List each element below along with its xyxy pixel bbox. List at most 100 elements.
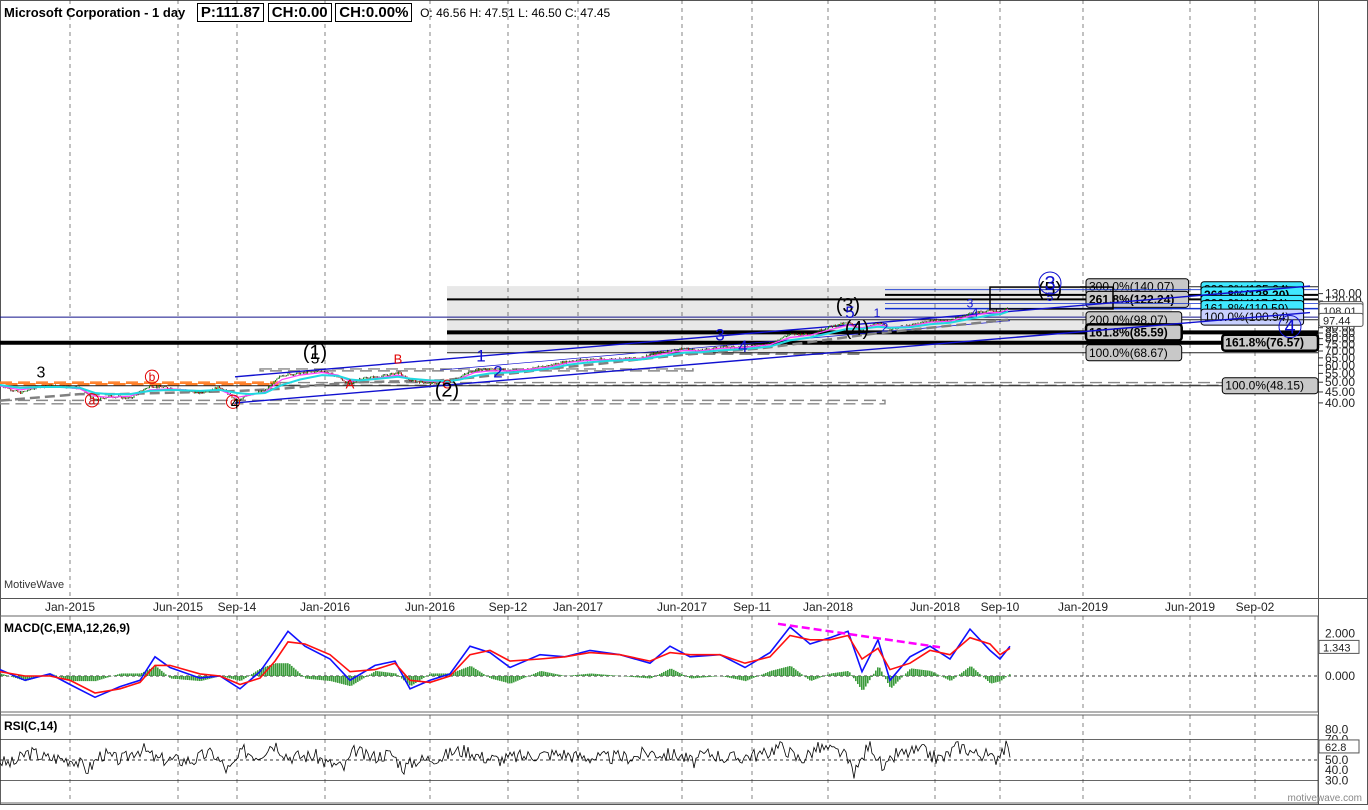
macd-hist-bar xyxy=(467,667,469,676)
candle-body xyxy=(17,390,18,392)
macd-hist-bar xyxy=(109,676,111,677)
macd-hist-bar xyxy=(311,676,313,679)
macd-hist-bar xyxy=(299,673,301,676)
macd-hist-bar xyxy=(183,676,185,680)
candle-body xyxy=(12,390,13,391)
macd-hist-bar xyxy=(319,676,321,680)
candle-body xyxy=(913,324,914,325)
candle-body xyxy=(241,399,242,400)
wave-label: 1 xyxy=(476,346,485,365)
candle-body xyxy=(801,334,802,336)
candle-body xyxy=(26,391,27,392)
macd-hist-bar xyxy=(763,674,765,676)
candle-body xyxy=(485,369,486,370)
candle-body xyxy=(568,361,569,362)
macd-hist-bar xyxy=(181,676,183,679)
candle-body xyxy=(489,369,490,370)
candle-body xyxy=(97,399,98,400)
support-zone xyxy=(280,383,1243,386)
candle-body xyxy=(272,384,273,385)
wave-label: 3 xyxy=(1044,273,1055,295)
candle-body xyxy=(953,319,954,320)
candle-body xyxy=(304,372,305,373)
macd-hist-bar xyxy=(575,675,577,676)
macd-hist-bar xyxy=(985,676,987,679)
candle-body xyxy=(981,311,982,312)
candle-body xyxy=(419,382,420,383)
candle-body xyxy=(320,371,321,372)
macd-hist-bar xyxy=(1,674,3,676)
macd-hist-bar xyxy=(695,676,697,678)
candle-body xyxy=(402,375,403,376)
macd-hist-bar xyxy=(925,670,927,676)
macd-hist-bar xyxy=(745,676,747,681)
macd-hist-bar xyxy=(501,676,503,681)
macd-hist-bar xyxy=(961,673,963,676)
macd-hist-bar xyxy=(155,666,157,676)
macd-hist-bar xyxy=(817,676,819,678)
candle-body xyxy=(468,372,469,373)
macd-hist-bar xyxy=(393,673,395,676)
macd-hist-bar xyxy=(903,675,905,676)
macd-hist-bar xyxy=(931,671,933,676)
candle-body xyxy=(729,347,730,348)
candle-body xyxy=(944,320,945,321)
macd-hist-bar xyxy=(879,668,881,676)
candle-body xyxy=(657,352,658,353)
candle-body xyxy=(723,346,724,347)
candle-body xyxy=(601,358,602,359)
macd-line xyxy=(0,627,1010,697)
macd-hist-bar xyxy=(609,675,611,676)
candle-body xyxy=(208,392,209,393)
candle-body xyxy=(790,333,791,334)
macd-hist-bar xyxy=(129,673,131,676)
macd-hist-bar xyxy=(939,675,941,676)
macd-hist-bar xyxy=(993,676,995,683)
candle-body xyxy=(650,355,651,356)
candle-body xyxy=(877,323,878,324)
macd-hist-bar xyxy=(831,673,833,676)
candle-body xyxy=(821,329,822,330)
candle-body xyxy=(274,381,275,384)
macd-hist-bar xyxy=(735,676,737,679)
macd-hist-bar xyxy=(759,675,761,676)
macd-hist-bar xyxy=(95,676,97,681)
macd-hist-bar xyxy=(115,675,117,676)
candle-body xyxy=(661,351,662,352)
macd-hist-bar xyxy=(693,676,695,678)
macd-hist-bar xyxy=(103,676,105,679)
wave-label: 3 xyxy=(37,365,46,382)
macd-hist-bar xyxy=(857,676,859,684)
macd-hist-bar xyxy=(309,676,311,679)
candle-body xyxy=(503,369,504,370)
candle-body xyxy=(477,370,478,371)
candle-body xyxy=(675,350,676,351)
macd-hist-bar xyxy=(963,671,965,676)
macd-hist-bar xyxy=(251,674,253,676)
candle-body xyxy=(104,398,105,399)
macd-hist-bar xyxy=(99,676,101,680)
macd-hist-bar xyxy=(535,673,537,676)
candle-body xyxy=(163,387,164,388)
candle-body xyxy=(804,333,805,335)
macd-hist-bar xyxy=(895,676,897,684)
x-tick-label: Sep-02 xyxy=(1236,600,1275,614)
candle-body xyxy=(993,311,994,312)
candle-body xyxy=(815,332,816,333)
macd-hist-bar xyxy=(819,676,821,678)
wave-label: 4 xyxy=(1284,317,1295,339)
candle-body xyxy=(282,376,283,377)
price-tag-label: 97.44 xyxy=(1323,315,1351,327)
candle-body xyxy=(321,371,322,372)
macd-hist-bar xyxy=(5,675,7,676)
macd-hist-bar xyxy=(515,676,517,682)
candle-body xyxy=(475,370,476,372)
candle-body xyxy=(262,391,263,392)
macd-hist-bar xyxy=(647,676,649,678)
macd-hist-bar xyxy=(137,673,139,676)
macd-hist-bar xyxy=(801,674,803,676)
macd-hist-bar xyxy=(665,671,667,676)
macd-hist-bar xyxy=(863,676,865,690)
macd-hist-bar xyxy=(159,669,161,676)
